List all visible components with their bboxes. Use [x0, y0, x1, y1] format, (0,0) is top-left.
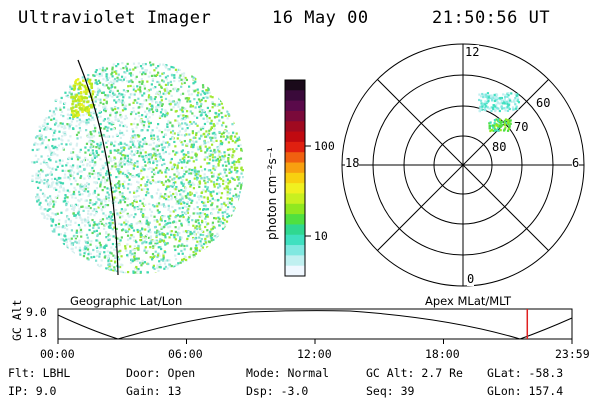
orbit-y-tick-high: 9.0 — [26, 305, 47, 319]
status-glat: GLat: -58.3 — [487, 366, 564, 380]
polar-ring-50 — [341, 43, 585, 287]
status-glon: GLon: 157.4 — [487, 384, 564, 398]
colorbar-unit-label: photon cm⁻²s⁻¹ — [265, 147, 279, 240]
status-seq: Seq: 39 — [366, 384, 415, 398]
orbit-right-title: Apex MLat/MLT — [425, 294, 512, 308]
colorbar-band — [285, 152, 305, 164]
orbit-x-tick-1800: 18:00 — [425, 347, 460, 361]
status-ip: IP: 9.0 — [8, 384, 57, 398]
polar-ring-80 — [433, 135, 493, 195]
observation-time: 21:50:56 UT — [432, 8, 551, 28]
status-dsp: Dsp: -3.0 — [246, 384, 309, 398]
status-filter: Flt: LBHL — [8, 366, 71, 380]
colorbar-band — [285, 203, 305, 215]
colorbar-band — [285, 162, 305, 174]
lat-label-70: 70 — [514, 120, 529, 134]
colorbar-band — [285, 121, 305, 133]
polar-ring-60 — [372, 74, 554, 256]
orbit-x-tick-0000: 00:00 — [40, 347, 75, 361]
polar-diagonal-2 — [377, 79, 549, 251]
status-door: Door: Open — [126, 366, 196, 380]
mlt-label-12: 12 — [465, 45, 480, 59]
colorbar-band — [285, 193, 305, 205]
orbit-x-tick-2359: 23:59 — [555, 347, 590, 361]
colorbar-band — [285, 224, 305, 236]
altitude-curve — [57, 310, 573, 340]
colorbar-band — [285, 141, 305, 153]
colorbar-band — [285, 234, 305, 246]
colorbar-band — [285, 265, 305, 277]
orbit-x-tick-0600: 06:00 — [168, 347, 203, 361]
mlt-label-18: 18 — [345, 156, 360, 170]
colorbar-band — [285, 214, 305, 226]
colorbar-band — [285, 110, 305, 122]
colorbar-band — [285, 183, 305, 195]
colorbar-band — [285, 172, 305, 184]
status-mode: Mode: Normal — [246, 366, 330, 380]
colorbar-tick-100: 100 — [314, 139, 335, 153]
lat-label-80: 80 — [492, 140, 507, 154]
orbit-y-tick-low: 1.8 — [26, 326, 47, 340]
mlt-label-0: 0 — [467, 272, 475, 286]
polar-diagonal-1 — [377, 79, 549, 251]
instrument-title: Ultraviolet Imager — [18, 8, 212, 28]
colorbar-tick-10: 10 — [314, 229, 328, 243]
observation-date: 16 May 00 — [272, 8, 369, 28]
orbit-y-axis-label: GC Alt — [10, 299, 24, 341]
status-gc-alt: GC Alt: 2.7 Re — [366, 366, 463, 380]
lat-label-60: 60 — [536, 96, 551, 110]
colorbar-band — [285, 255, 305, 267]
colorbar-band — [285, 90, 305, 102]
colorbar-band — [285, 245, 305, 256]
polar-ring-70 — [403, 105, 523, 225]
mlt-label-6: 6 — [572, 156, 580, 170]
orbit-left-title: Geographic Lat/Lon — [70, 294, 183, 308]
status-gain: Gain: 13 — [126, 384, 182, 398]
colorbar-band — [285, 131, 305, 143]
colorbar-band — [285, 80, 305, 91]
orbit-x-tick-1200: 12:00 — [297, 347, 332, 361]
colorbar-band — [285, 100, 305, 112]
terminator-line — [77, 59, 119, 276]
